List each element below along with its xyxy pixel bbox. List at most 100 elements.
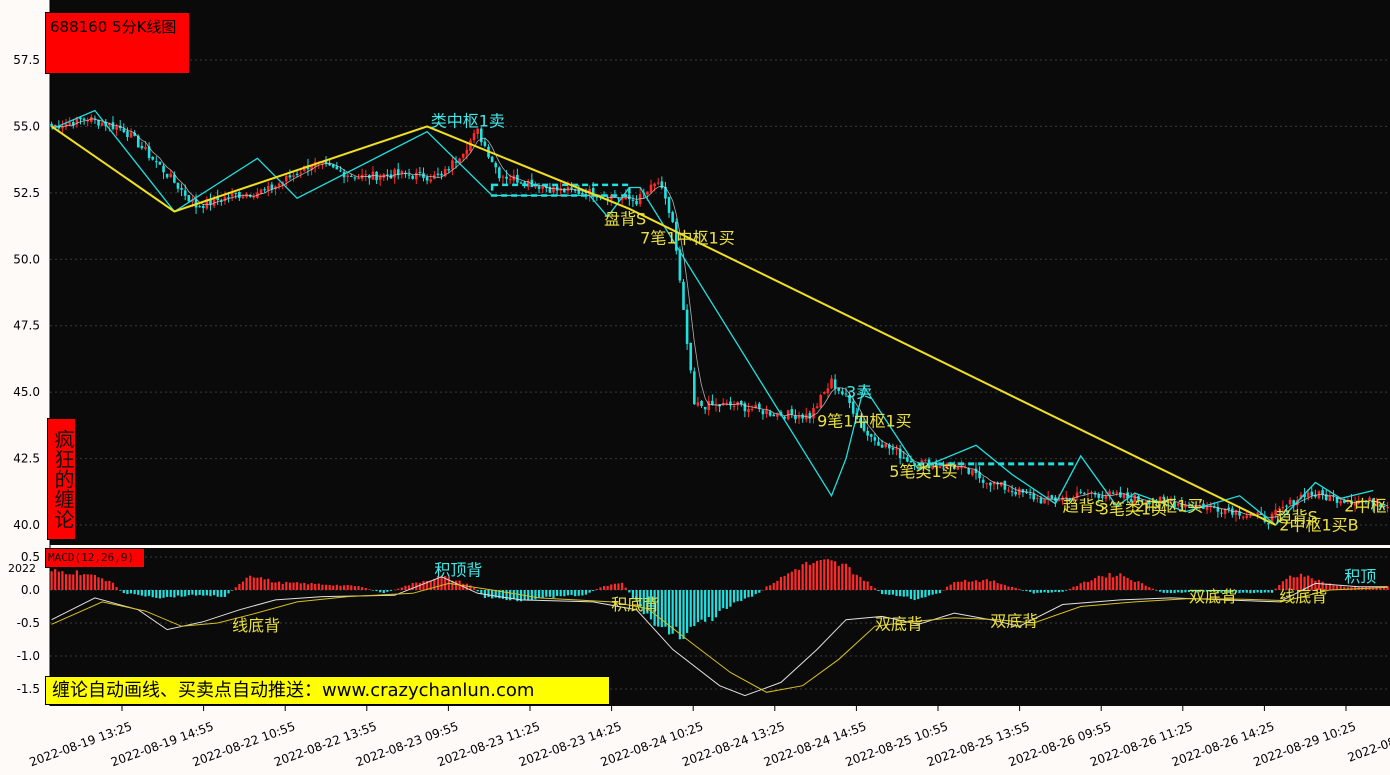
macd-bar [1375,586,1378,590]
macd-bar [1224,590,1227,593]
macd-bar [111,582,115,590]
candle-body [1032,493,1036,500]
year-label: 2022 [8,562,36,575]
macd-bar [545,590,548,597]
candle-body [956,466,960,470]
macd-y-tick: 0.0 [21,583,40,597]
candle-body [440,173,443,176]
macd-bar [216,590,219,597]
candle-body [1104,496,1108,499]
macd-bar [245,577,248,590]
candle-body [772,414,776,417]
macd-bar [72,574,75,590]
macd-bar [1263,590,1266,593]
candle-body [425,177,429,181]
signal-annotation: 类中枢1卖 [431,111,505,130]
candle-body [826,388,830,394]
macd-bar [942,590,945,591]
candle-body [230,193,234,197]
candle-body [1288,499,1292,505]
macd-bar [877,590,880,592]
macd-bar [436,575,440,590]
kline-y-tick: 42.5 [13,452,40,466]
macd-bar [1137,581,1140,590]
macd-bar [808,564,811,590]
candle-body [1220,512,1223,514]
candle-body [396,169,400,175]
candle-body [1090,492,1093,494]
macd-bar [476,590,479,592]
macd-bar [1292,577,1295,590]
macd-bar [267,578,270,590]
macd-bar [368,589,371,590]
macd-bar [884,590,887,595]
candle-body [573,190,577,192]
candle-body [299,172,303,174]
macd-bar [249,575,252,590]
signal-annotation: 盘背S [604,210,646,229]
candle-body [1324,494,1328,500]
candle-body [461,153,465,158]
signal-annotation: 趋背S [1276,507,1318,526]
candle-body [880,444,884,448]
candle-body [931,463,934,469]
candle-body [1169,502,1173,504]
macd-bar [837,565,840,590]
macd-bar [527,590,530,601]
candle-body [790,409,794,415]
macd-bar [992,580,996,590]
macd-bar [1014,587,1017,590]
candle-body [747,409,750,413]
macd-bar [61,571,64,590]
macd-bar [50,571,53,590]
macd-bar [581,590,584,596]
macd-bar [588,590,591,593]
candle-body [754,404,758,408]
candle-body [71,122,75,126]
macd-bar [956,581,960,590]
candle-body [895,448,898,450]
macd-bar [90,574,93,590]
macd-bar [530,590,533,601]
macd-bar [826,559,830,590]
macd-bar [494,590,497,598]
candle-body [732,405,736,407]
candle-body [544,185,548,189]
candle-body [79,117,82,120]
candle-body [133,132,136,136]
candle-body [454,161,458,163]
macd-bar [974,580,978,590]
macd-bar [657,590,660,627]
candle-body [1129,499,1133,502]
macd-dea-line [51,582,1388,693]
candle-body [1043,499,1046,504]
macd-bar [935,590,938,594]
macd-bar [1289,575,1292,590]
candle-body [830,378,833,389]
candle-body [667,197,671,213]
candle-body [696,402,700,406]
macd-bar [1083,581,1086,590]
macd-bar [108,580,111,590]
candle-body [1064,496,1068,498]
macd-bar [1278,585,1281,590]
macd-bar [1097,575,1100,590]
candle-body [1371,498,1375,507]
macd-bar [866,581,869,590]
macd-bar [346,584,349,590]
candle-body [1158,496,1162,503]
candle-body [86,120,90,122]
macd-bar [256,577,259,590]
macd-bar [397,588,400,590]
kline-y-tick: 55.0 [13,119,40,133]
macd-bar [137,590,140,595]
macd-bar [57,571,60,590]
promo-banner[interactable]: 缠论自动画线、买卖点自动推送：www.crazychanlun.com [45,676,610,705]
macd-bar [1039,590,1043,593]
candle-body [1194,505,1198,509]
macd-bar [1029,590,1032,592]
macd-bar [140,590,143,596]
candle-body [537,186,541,189]
macd-bar [1205,590,1209,592]
macd-bar [707,590,710,618]
